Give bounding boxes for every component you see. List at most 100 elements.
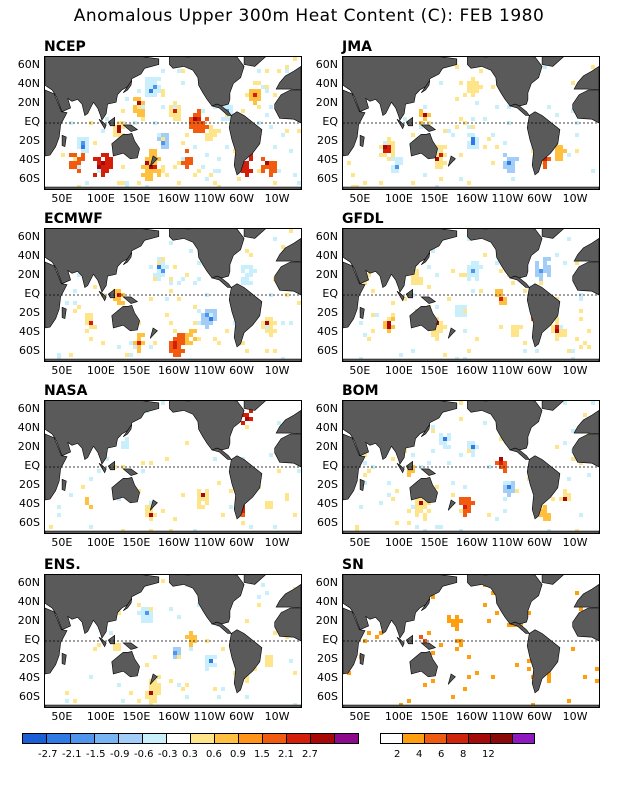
anomaly-cell [109,165,113,169]
anomaly-cell [133,97,137,101]
anomaly-cell [149,177,153,181]
anomaly-cell [375,635,379,639]
anomaly-cell [383,145,387,149]
anomaly-cell [89,675,93,679]
anomaly-cell [253,101,257,105]
anomaly-cell [245,93,249,97]
anomaly-cell [419,125,423,129]
anomaly-cell [137,345,141,349]
anomaly-cell [471,449,475,453]
anomaly-cell [467,449,471,453]
anomaly-cell [475,277,479,281]
anomaly-cell [209,321,213,325]
anomaly-cell [169,289,173,293]
anomaly-cell [93,285,97,289]
anomaly-cell [137,699,141,703]
anomaly-cell [387,493,391,497]
anomaly-cell [101,161,105,165]
anomaly-cell [459,273,463,277]
anomaly-cell [403,297,407,301]
lat-tick-label: 40N [17,595,40,609]
anomaly-cell [507,165,511,169]
anomaly-cell [591,65,595,69]
anomaly-cell [265,317,269,321]
anomaly-cell [105,457,109,461]
anomaly-cell [213,457,217,461]
map-nasa [44,400,302,534]
anomaly-cell [495,611,499,615]
anomaly-cell [149,517,153,521]
anomaly-cell [563,149,567,153]
anomaly-cell [423,173,427,177]
anomaly-cell [73,309,77,313]
anomaly-cell [543,65,547,69]
continent-shape [420,296,437,304]
anomaly-cell [189,631,193,635]
anomaly-cell [583,413,587,417]
anomaly-cell [205,493,209,497]
anomaly-cell [153,695,157,699]
anomaly-cell [229,109,233,113]
anomaly-cell [273,161,277,165]
lon-tick-label: 50E [51,364,73,377]
lon-tick-label: 160W [456,710,488,723]
anomaly-cell [213,337,217,341]
lat-tick-label: 60S [317,689,338,703]
continent-shape [359,134,365,148]
anomaly-cell [491,133,495,137]
anomaly-cell [567,237,571,241]
anomaly-cell [391,317,395,321]
anomaly-cell [273,329,277,333]
lat-tick-label: 60S [19,171,40,185]
anomaly-cell [89,325,93,329]
anomaly-cell [133,105,137,109]
anomaly-cell [165,313,169,317]
anomaly-cell [245,277,249,281]
anomaly-cell [555,149,559,153]
lat-tick-label: EQ [322,115,338,128]
anomaly-cell [427,509,431,513]
lat-tick-label: 20S [19,651,40,665]
anomaly-cell [471,453,475,457]
anomaly-cell [145,663,149,667]
anomaly-cell [499,289,503,293]
anomaly-cell [543,157,547,161]
lat-tick-label: EQ [322,459,338,472]
continent-shape [45,575,160,639]
anomaly-cell [285,129,289,133]
anomaly-cell [559,497,563,501]
anomaly-cell [157,269,161,273]
anomaly-cell [241,277,245,281]
anomaly-cell [439,177,443,181]
anomaly-cell [273,321,277,325]
anomaly-cell [391,165,395,169]
anomaly-cell [499,269,503,273]
anomaly-cell [391,301,395,305]
anomaly-cell [221,647,225,651]
anomaly-cell [69,153,73,157]
anomaly-cell [161,137,165,141]
anomaly-cell [253,93,257,97]
anomaly-cell [467,505,471,509]
anomaly-cell [467,273,471,277]
anomaly-cell [185,441,189,445]
anomaly-cell [121,125,125,129]
anomaly-cell [265,329,269,333]
anomaly-cell [161,93,165,97]
anomaly-cell [555,321,559,325]
anomaly-cell [383,325,387,329]
anomaly-cell [157,265,161,269]
continent-shape [107,116,115,127]
anomaly-cell [459,153,463,157]
anomaly-cell [563,493,567,497]
anomaly-cell [511,325,515,329]
anomaly-cell [153,273,157,277]
anomaly-cell [137,109,141,113]
anomaly-cell [507,169,511,173]
continent-shape [509,275,530,288]
anomaly-cell [141,341,145,345]
land-masses [343,575,599,707]
continent-shape [228,283,263,348]
anomaly-cell [221,117,225,121]
anomaly-cell [471,85,475,89]
